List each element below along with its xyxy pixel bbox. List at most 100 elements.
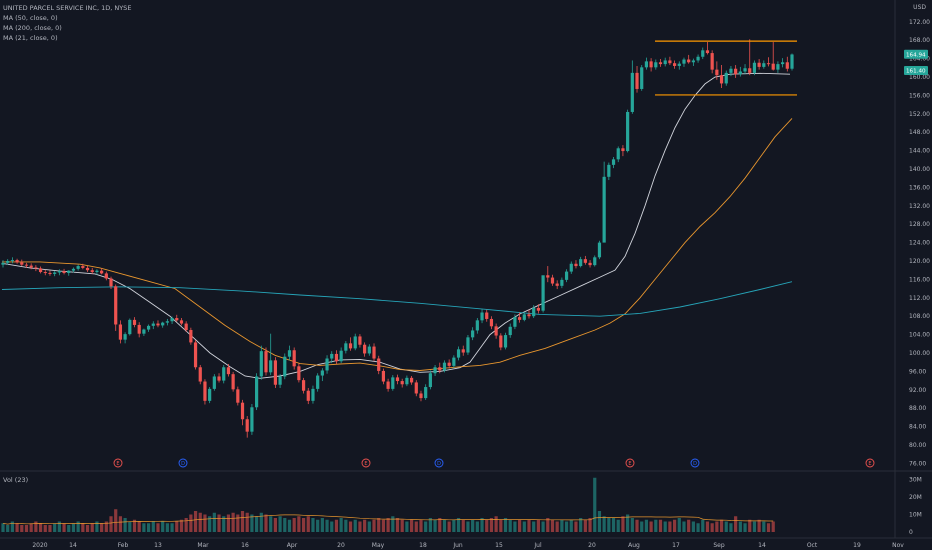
volume-bar: [649, 521, 653, 532]
volume-bar: [156, 523, 160, 532]
legend-ma200[interactable]: MA (200, close, 0): [3, 24, 62, 32]
price-tick-label: 124.00: [909, 240, 930, 247]
candle-body: [85, 267, 90, 271]
candle-body: [569, 263, 573, 272]
ma-line: [2, 118, 793, 371]
price-tick-label: 136.00: [909, 184, 930, 191]
price-tick-label: 164.00: [909, 56, 930, 63]
event-label: E: [628, 461, 631, 467]
legend-ma21[interactable]: MA (21, close, 0): [3, 34, 58, 42]
volume-bar: [48, 525, 52, 532]
volume-bar: [81, 523, 85, 532]
price-tick-label: 148.00: [909, 129, 930, 136]
volume-bar: [189, 514, 193, 532]
volume-bar: [123, 518, 127, 532]
volume-bar: [377, 518, 381, 532]
volume-bar: [57, 521, 61, 532]
time-tick-label: May: [372, 542, 385, 549]
time-tick-label: Nov: [892, 542, 904, 549]
legend-ma50[interactable]: MA (50, close, 0): [3, 14, 58, 22]
volume-bar: [165, 523, 169, 532]
volume-bar: [114, 509, 118, 532]
candle-body: [513, 317, 517, 327]
volume-bar: [334, 519, 339, 532]
symbol-title[interactable]: UNITED PARCEL SERVICE INC, 1D, NYSE: [3, 4, 132, 12]
volume-bar: [574, 521, 578, 532]
candle-body: [161, 322, 165, 326]
volume-legend[interactable]: Vol (23): [3, 476, 29, 484]
event-label: E: [364, 461, 367, 467]
volume-bar: [743, 523, 747, 532]
volume-bar: [696, 523, 700, 532]
time-tick-label: 20: [588, 542, 596, 549]
volume-bar: [353, 519, 357, 532]
candle-body: [532, 307, 536, 317]
candle-body: [109, 278, 113, 287]
volume-tick-label: 30M: [909, 477, 922, 484]
volume-bar: [682, 521, 686, 532]
candle-body: [353, 336, 357, 349]
candle-body: [734, 68, 738, 75]
candle-body: [771, 63, 775, 70]
time-tick-label: 14: [69, 542, 77, 549]
candle-body: [259, 351, 263, 377]
volume-bar: [762, 521, 766, 532]
ma21-price-tag: [904, 66, 928, 76]
candle-body: [123, 334, 127, 340]
candle-body: [269, 360, 273, 373]
volume-bar: [480, 518, 484, 532]
candle-body: [757, 62, 761, 67]
volume-bar: [29, 523, 33, 532]
volume-bar: [471, 519, 475, 532]
channel-lines: [655, 40, 797, 96]
candle-body: [626, 111, 630, 152]
indicator-legend: UNITED PARCEL SERVICE INC, 1D, NYSE MA (…: [3, 3, 131, 43]
volume-bar: [546, 518, 550, 532]
candle-body: [76, 266, 80, 269]
volume-bar: [456, 518, 461, 532]
candle-body: [179, 320, 184, 324]
candle-body: [743, 68, 747, 72]
event-marker: [113, 458, 123, 468]
price-tick-label: 156.00: [909, 92, 930, 99]
volume-bar: [466, 521, 470, 532]
volume-bar: [193, 511, 198, 532]
candle-body: [175, 318, 179, 321]
volume-bar: [640, 521, 644, 532]
volume-bar: [95, 521, 99, 532]
candle-body: [395, 377, 400, 382]
volume-bar: [433, 519, 437, 532]
candle-body: [518, 317, 522, 320]
volume-bar: [85, 525, 90, 532]
volume-bar: [198, 512, 202, 532]
candle-body: [53, 272, 57, 274]
candle-body: [438, 367, 442, 371]
time-tick-label: 16: [241, 542, 249, 549]
candle-body: [475, 320, 479, 331]
price-tick-label: 152.00: [909, 111, 930, 118]
candle-body: [630, 72, 634, 112]
volume-bar: [292, 518, 296, 532]
candle-body: [663, 60, 667, 65]
candle-body: [602, 176, 606, 243]
currency-label[interactable]: USD: [913, 4, 926, 11]
candle-body: [682, 59, 686, 64]
price-tick-label: 116.00: [909, 276, 930, 283]
volume-bar: [644, 519, 649, 532]
volume-bar: [146, 523, 151, 532]
candle-body: [71, 268, 76, 271]
volume-bar: [311, 518, 315, 532]
candle-body: [193, 342, 198, 368]
volume-bar: [405, 521, 409, 532]
candle-body: [550, 277, 555, 284]
volume-bar: [668, 521, 672, 532]
candle-body: [696, 56, 700, 61]
candle-body: [781, 62, 785, 65]
volume-bar: [344, 519, 348, 532]
volume-bar: [161, 521, 165, 532]
volume-bar: [738, 521, 742, 532]
price-axis[interactable]: 172.00 168.00 164.00 160.00 156.00 152.00 148.…: [909, 19, 930, 468]
time-axis[interactable]: 2020 14 Feb 13 Mar 16 Apr 20 May 18 Jun 15 Jul 20 Aug 1…: [32, 542, 904, 549]
